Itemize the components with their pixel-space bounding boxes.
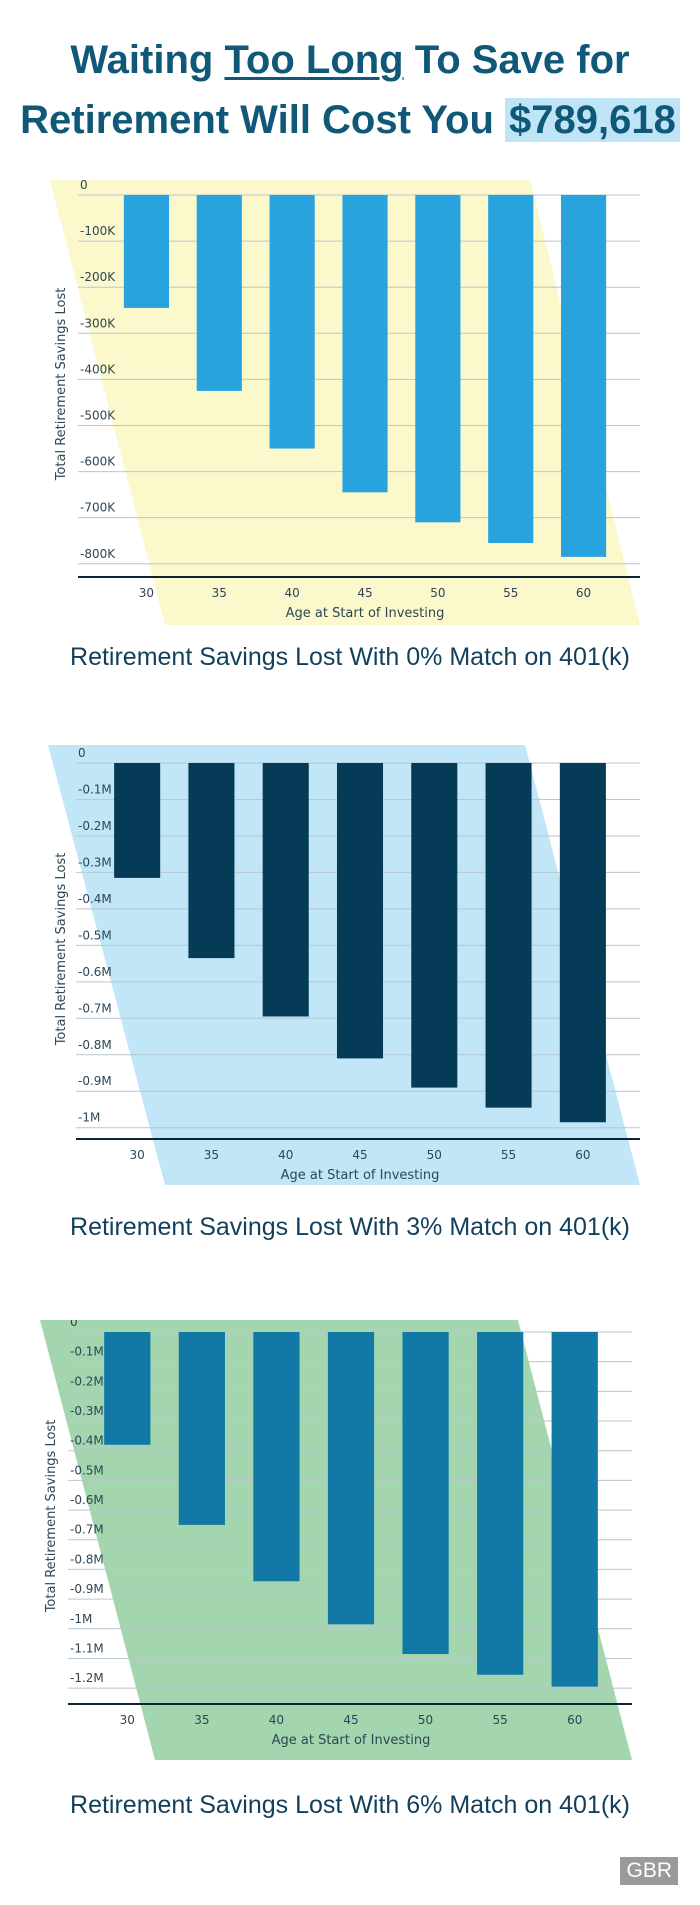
y-tick-label: -0.2M — [78, 819, 112, 833]
x-tick-label: 35 — [204, 1148, 219, 1162]
y-tick-label: 0 — [80, 178, 88, 192]
y-tick-label: -0.2M — [70, 1374, 104, 1388]
y-tick-label: -1M — [78, 1111, 100, 1125]
y-tick-label: -1M — [70, 1612, 92, 1626]
bar — [488, 195, 534, 544]
y-tick-label: -0.9M — [70, 1582, 104, 1596]
x-axis-label: Age at Start of Investing — [272, 1733, 431, 1748]
y-tick-label: -200K — [80, 270, 116, 284]
chart-2-wrap: 0 -0.1M -0.2M -0.3M -0.4M -0.5M -0.6M -0.7M -0.8… — [0, 1320, 700, 1780]
chart-0-wrap: 0 -100K -200K -300K -400K -500K -600K -700K -800… — [0, 175, 700, 635]
chart-0: 0 -100K -200K -300K -400K -500K -600K -700K -800… — [50, 178, 640, 625]
y-tick-label: -0.4M — [70, 1434, 104, 1448]
y-tick-label: -1.2M — [70, 1671, 104, 1685]
bar — [411, 763, 458, 1088]
y-tick-label: -700K — [80, 501, 116, 515]
y-tick-label: -0.6M — [78, 965, 112, 979]
headline-underlined: Too Long — [224, 38, 404, 82]
y-axis-label: Total Retirement Savings Lost — [54, 288, 69, 482]
y-axis-label: Total Retirement Savings Lost — [54, 853, 69, 1047]
y-tick-label: -0.3M — [70, 1404, 104, 1418]
bar — [178, 1332, 225, 1525]
y-tick-label: -800K — [80, 547, 116, 561]
bar — [104, 1332, 151, 1445]
x-axis-label: Age at Start of Investing — [281, 1168, 440, 1183]
chart-2: 0 -0.1M -0.2M -0.3M -0.4M -0.5M -0.6M -0.7M -0.8… — [40, 1320, 632, 1760]
y-tick-label: -0.8M — [78, 1038, 112, 1052]
headline: Waiting Too Long To Save for Retirement … — [0, 30, 700, 150]
bar — [342, 195, 388, 493]
headline-part2: To Save for — [403, 38, 630, 82]
x-tick-label: 40 — [269, 1713, 284, 1727]
y-tick-label: -600K — [80, 455, 116, 469]
bar — [327, 1332, 375, 1625]
x-tick-label: 40 — [285, 586, 300, 600]
y-tick-label: -400K — [80, 362, 116, 376]
y-tick-label: -500K — [80, 408, 116, 422]
x-tick-label: 50 — [430, 586, 445, 600]
y-tick-label: -0.7M — [78, 1001, 112, 1015]
y-tick-label: -0.5M — [78, 928, 112, 942]
chart-1: 0 -0.1M -0.2M -0.3M -0.4M -0.5M -0.6M -0.7M -0.8… — [48, 745, 640, 1185]
x-tick-label: 60 — [576, 586, 591, 600]
y-tick-label: -0.1M — [78, 782, 112, 796]
headline-highlight: $789,618 — [505, 98, 680, 142]
x-tick-label: 45 — [343, 1713, 358, 1727]
bar — [402, 1332, 449, 1654]
chart-0-caption: Retirement Savings Lost With 0% Match on… — [70, 643, 630, 671]
bar — [253, 1332, 300, 1582]
y-axis-label: Total Retirement Savings Lost — [44, 1420, 59, 1614]
y-tick-label: -300K — [80, 316, 116, 330]
bar — [123, 195, 170, 308]
x-tick-label: 30 — [130, 1148, 145, 1162]
x-tick-label: 30 — [120, 1713, 135, 1727]
chart-2-caption: Retirement Savings Lost With 6% Match on… — [70, 1791, 630, 1819]
x-tick-label: 30 — [139, 586, 154, 600]
y-tick-label: 0 — [70, 1320, 78, 1329]
x-tick-label: 35 — [194, 1713, 209, 1727]
chart-1-wrap: 0 -0.1M -0.2M -0.3M -0.4M -0.5M -0.6M -0.7M -0.8… — [0, 745, 700, 1205]
bar — [196, 195, 242, 391]
bar — [485, 763, 532, 1108]
y-tick-label: 0 — [78, 746, 86, 760]
y-tick-label: -0.8M — [70, 1552, 104, 1566]
x-tick-label: 60 — [567, 1713, 582, 1727]
y-tick-label: -0.9M — [78, 1074, 112, 1088]
x-tick-label: 40 — [278, 1148, 293, 1162]
x-tick-label: 55 — [493, 1713, 508, 1727]
y-tick-label: -0.1M — [70, 1345, 104, 1359]
bar — [114, 763, 161, 878]
chart-1-caption: Retirement Savings Lost With 3% Match on… — [70, 1213, 630, 1241]
headline-part1: Waiting — [70, 38, 225, 82]
bar — [415, 195, 461, 523]
x-tick-label: 50 — [427, 1148, 442, 1162]
x-tick-label: 50 — [418, 1713, 433, 1727]
x-axis-label: Age at Start of Investing — [286, 606, 445, 621]
bar — [262, 763, 309, 1017]
y-tick-label: -0.3M — [78, 855, 112, 869]
y-tick-label: -0.5M — [70, 1463, 104, 1477]
bar — [551, 1332, 598, 1687]
bar — [188, 763, 235, 959]
y-tick-label: -0.6M — [70, 1493, 104, 1507]
x-tick-label: 35 — [212, 586, 227, 600]
x-tick-label: 45 — [357, 586, 372, 600]
bar — [336, 763, 384, 1059]
gbr-logo: GBR — [620, 1857, 678, 1885]
bar — [269, 195, 315, 449]
headline-part3: Retirement Will Cost You — [20, 98, 506, 142]
y-tick-label: -1.1M — [70, 1641, 104, 1655]
bar — [559, 763, 606, 1123]
x-tick-label: 45 — [352, 1148, 367, 1162]
x-tick-label: 55 — [501, 1148, 516, 1162]
y-tick-label: -100K — [80, 224, 116, 238]
y-tick-label: -0.7M — [70, 1523, 104, 1537]
x-tick-label: 60 — [575, 1148, 590, 1162]
bar — [560, 195, 607, 557]
bar — [477, 1332, 524, 1675]
y-tick-label: -0.4M — [78, 892, 112, 906]
x-tick-label: 55 — [503, 586, 518, 600]
